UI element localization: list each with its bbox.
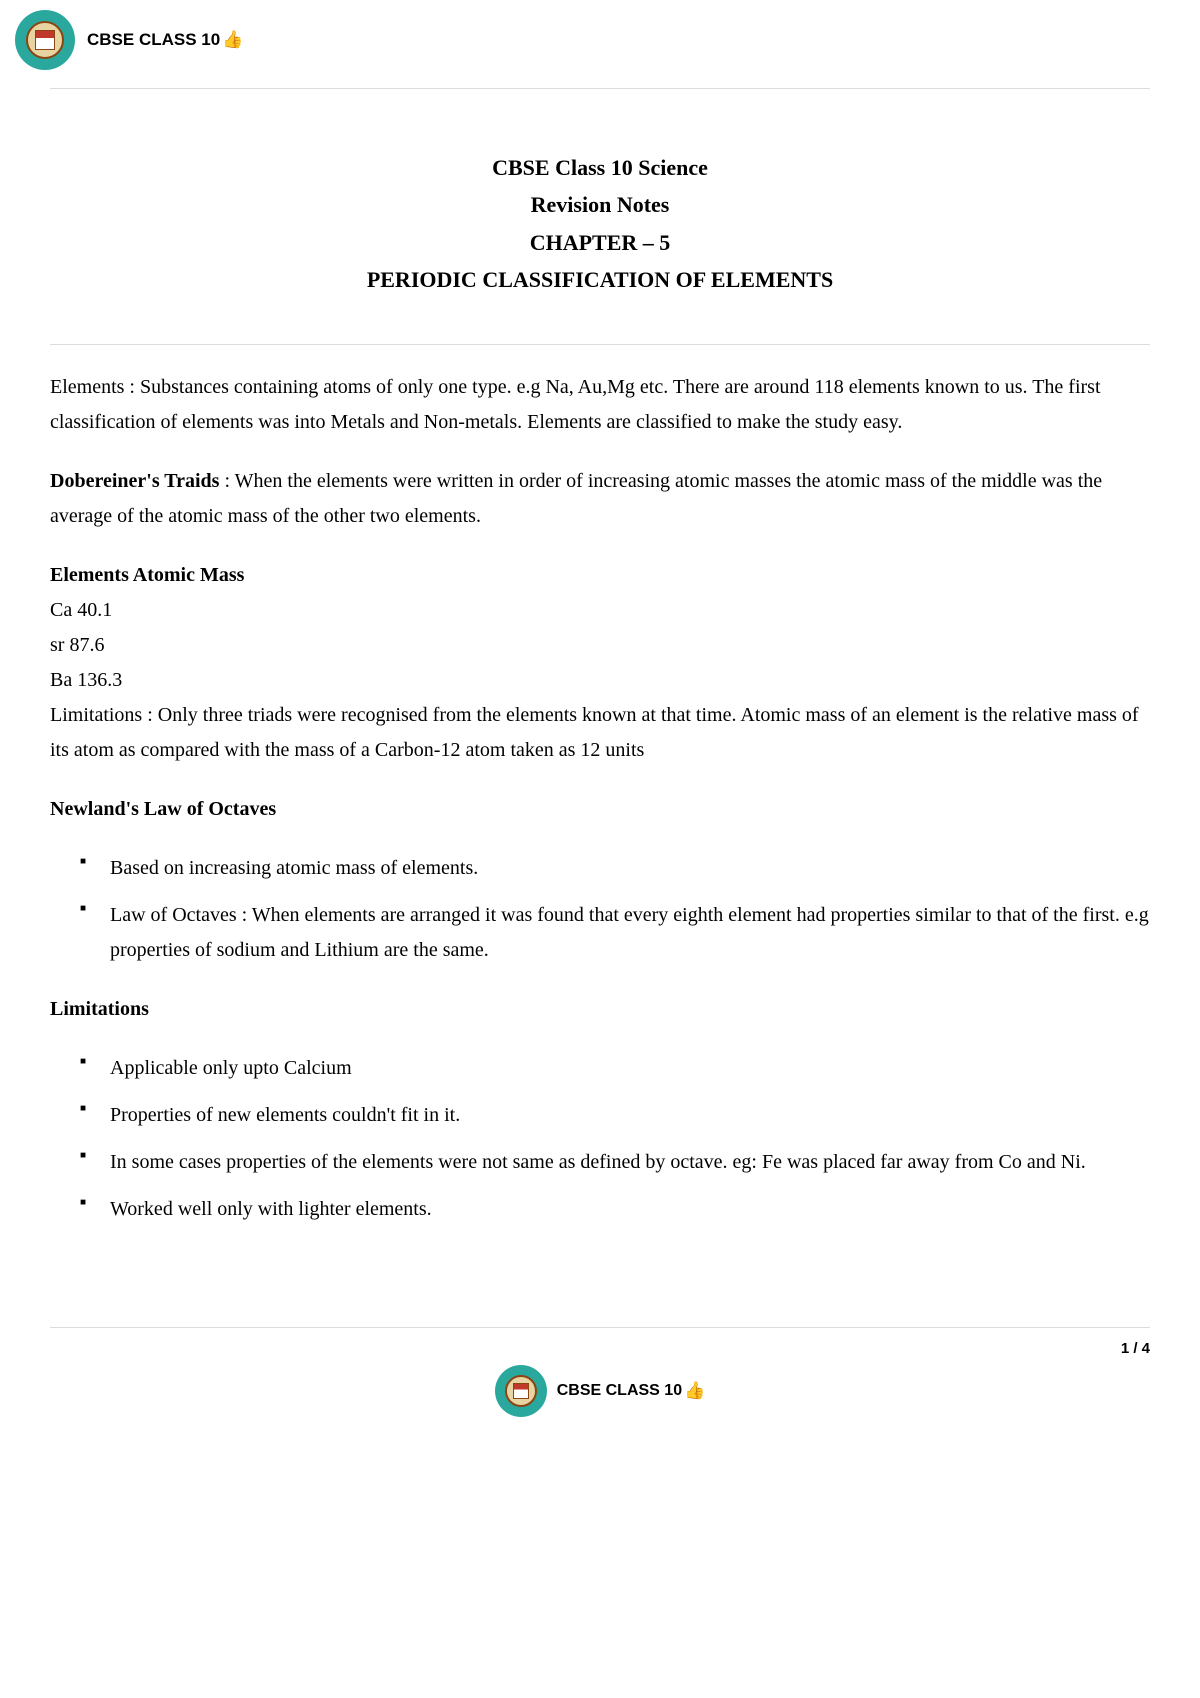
list-item: Law of Octaves : When elements are arran…	[110, 898, 1150, 968]
list-item: In some cases properties of the elements…	[110, 1145, 1150, 1180]
atomic-mass-block: Elements Atomic Mass Ca 40.1 sr 87.6 Ba …	[50, 558, 1150, 768]
atomic-mass-limitations: Limitations : Only three triads were rec…	[50, 698, 1150, 768]
footer-thumbs-up-icon: 👍	[684, 1381, 705, 1401]
footer-logo-building-icon	[513, 1383, 529, 1399]
body-text: Elements : Substances containing atoms o…	[50, 370, 1150, 1227]
logo-badge-icon	[15, 10, 75, 70]
limitations-heading: Limitations	[50, 992, 1150, 1027]
list-item: Applicable only upto Calcium	[110, 1051, 1150, 1086]
title-line-4: PERIODIC CLASSIFICATION OF ELEMENTS	[50, 261, 1150, 298]
footer-title: CBSE CLASS 10 👍	[557, 1381, 706, 1401]
page-number: 1 / 4	[50, 1340, 1150, 1357]
title-block: CBSE Class 10 Science Revision Notes CHA…	[50, 89, 1150, 329]
title-line-1: CBSE Class 10 Science	[50, 149, 1150, 186]
paragraph-dobereiner: Dobereiner's Traids : When the elements …	[50, 464, 1150, 534]
mid-divider	[50, 344, 1150, 345]
page-footer: 1 / 4 CBSE CLASS 10 👍	[0, 1307, 1200, 1447]
list-item: Worked well only with lighter elements.	[110, 1192, 1150, 1227]
footer-divider	[50, 1327, 1150, 1328]
atomic-mass-heading-text: Elements Atomic Mass	[50, 564, 244, 586]
header-title-text: CBSE CLASS 10	[87, 30, 220, 50]
atomic-mass-row-2: sr 87.6	[50, 628, 1150, 663]
header-title: CBSE CLASS 10 👍	[87, 30, 243, 50]
logo-inner	[26, 21, 64, 59]
page-header: CBSE CLASS 10 👍	[0, 0, 1200, 80]
dobereiner-bold: Dobereiner's Traids	[50, 470, 219, 492]
footer-logo-inner	[505, 1375, 537, 1407]
atomic-mass-row-1: Ca 40.1	[50, 593, 1150, 628]
footer-title-text: CBSE CLASS 10	[557, 1382, 682, 1400]
atomic-mass-row-3: Ba 136.3	[50, 663, 1150, 698]
atomic-mass-heading: Elements Atomic Mass	[50, 558, 1150, 593]
title-line-3: CHAPTER – 5	[50, 224, 1150, 261]
footer-logo-badge-icon	[495, 1365, 547, 1417]
list-item: Based on increasing atomic mass of eleme…	[110, 851, 1150, 886]
thumbs-up-icon: 👍	[222, 30, 243, 50]
document-content: CBSE Class 10 Science Revision Notes CHA…	[0, 89, 1200, 1227]
logo-building-icon	[35, 30, 55, 50]
paragraph-elements: Elements : Substances containing atoms o…	[50, 370, 1150, 440]
footer-center: CBSE CLASS 10 👍	[50, 1365, 1150, 1417]
title-line-2: Revision Notes	[50, 186, 1150, 223]
limitations-list: Applicable only upto Calcium Properties …	[50, 1051, 1150, 1227]
newlands-heading: Newland's Law of Octaves	[50, 792, 1150, 827]
newlands-list: Based on increasing atomic mass of eleme…	[50, 851, 1150, 968]
list-item: Properties of new elements couldn't fit …	[110, 1098, 1150, 1133]
